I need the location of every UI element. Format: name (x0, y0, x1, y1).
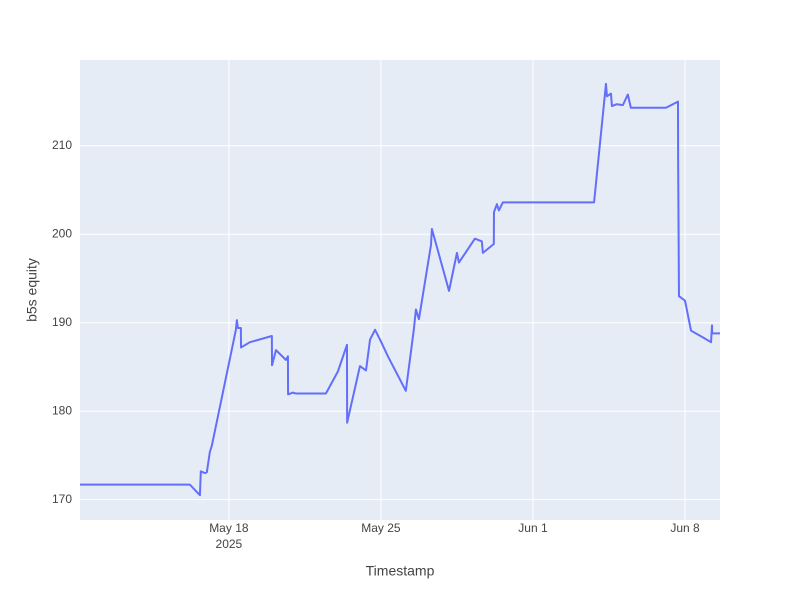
x-axis-title: Timestamp (366, 563, 435, 579)
y-tick-label: 200 (52, 226, 72, 240)
line-series (80, 82, 720, 497)
x-year-label: 2025 (216, 537, 243, 551)
y-tick-label: 190 (52, 315, 72, 329)
y-axis-title: b5s equity (24, 258, 40, 322)
x-tick-label: May 18 (209, 521, 249, 535)
x-tick-label: May 25 (361, 521, 401, 535)
y-tick-label: 210 (52, 138, 72, 152)
x-tick-label: Jun 1 (518, 521, 548, 535)
y-tick-label: 170 (52, 492, 72, 506)
plot-area (80, 60, 720, 520)
x-tick-label: Jun 8 (670, 521, 700, 535)
y-tick-label: 180 (52, 403, 72, 417)
